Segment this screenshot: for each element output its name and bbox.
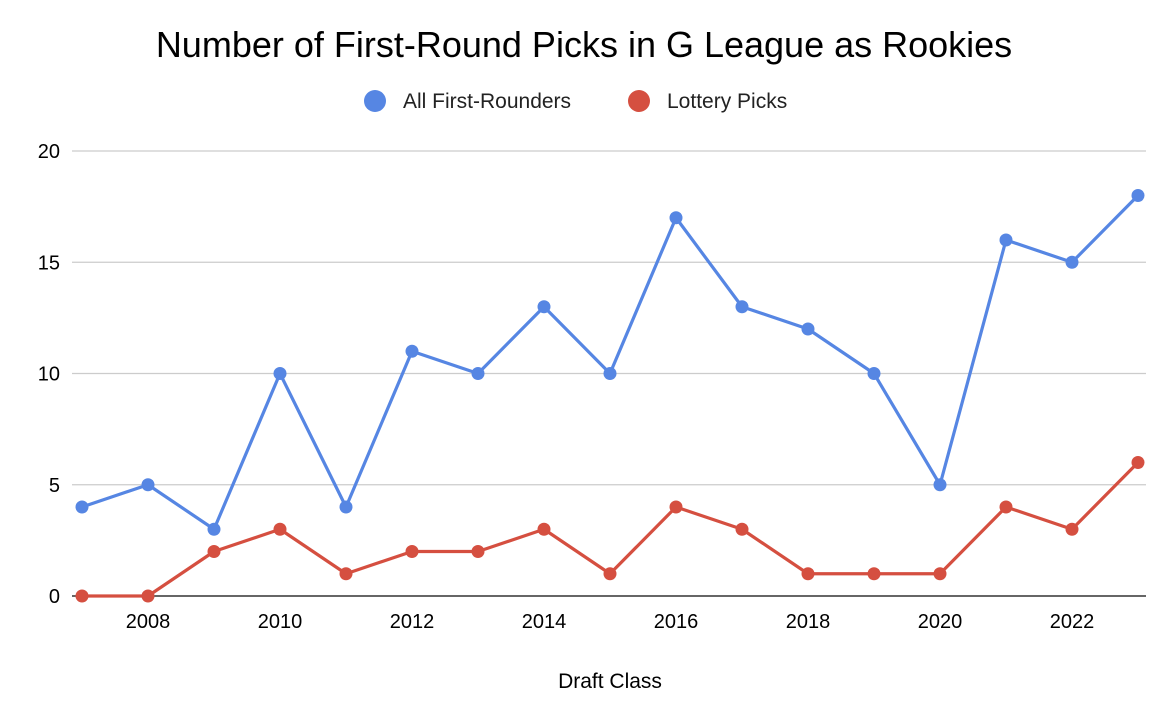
data-point-lottery-picks-2013 [471, 545, 485, 558]
x-tick-label: 2022 [1050, 611, 1095, 633]
data-point-all-first-rounders-2023 [1131, 189, 1145, 202]
data-point-lottery-picks-2023 [1131, 456, 1145, 469]
data-point-all-first-rounders-2012 [405, 344, 419, 358]
x-tick-label: 2010 [258, 611, 303, 633]
x-tick-label: 2008 [126, 611, 171, 633]
data-point-lottery-picks-2007 [75, 589, 89, 603]
data-point-all-first-rounders-2020 [933, 478, 947, 492]
data-point-lottery-picks-2011 [339, 567, 353, 581]
gridlines [72, 150, 1146, 597]
data-point-lottery-picks-2019 [867, 567, 881, 581]
chart-title: Number of First-Round Picks in G League … [156, 24, 1012, 65]
x-tick-label: 2012 [390, 611, 435, 633]
data-point-lottery-picks-2010 [273, 522, 287, 536]
data-point-lottery-picks-2014 [537, 522, 551, 536]
y-tick-label: 15 [38, 252, 60, 274]
data-point-lottery-picks-2009 [207, 545, 221, 558]
x-tick-label: 2018 [786, 611, 831, 633]
data-point-all-first-rounders-2011 [339, 500, 353, 514]
y-tick-label: 20 [38, 141, 60, 163]
data-point-all-first-rounders-2016 [669, 211, 683, 225]
data-point-lottery-picks-2020 [933, 567, 947, 581]
data-point-all-first-rounders-2022 [1065, 255, 1079, 269]
data-point-lottery-picks-2018 [801, 567, 815, 581]
legend: All First-Rounders Lottery Picks [364, 90, 787, 113]
legend-label-all-first-rounders: All First-Rounders [403, 90, 571, 113]
data-point-all-first-rounders-2013 [471, 367, 485, 380]
x-tick-label: 2020 [918, 611, 963, 633]
x-axis-ticks: 2008 2010 2012 2014 2016 2018 2020 2022 [126, 611, 1095, 633]
series-group [75, 189, 1145, 603]
series-all-first-rounders [75, 189, 1145, 536]
data-point-lottery-picks-2017 [735, 522, 749, 536]
legend-marker-lottery-picks [628, 90, 650, 112]
x-tick-label: 2014 [522, 611, 567, 633]
data-point-lottery-picks-2021 [999, 500, 1013, 514]
data-point-all-first-rounders-2021 [999, 233, 1013, 247]
data-point-all-first-rounders-2018 [801, 322, 815, 336]
legend-marker-all-first-rounders [364, 90, 386, 112]
legend-label-lottery-picks: Lottery Picks [667, 90, 787, 113]
data-point-all-first-rounders-2007 [75, 500, 89, 514]
data-point-lottery-picks-2016 [669, 500, 683, 514]
data-point-lottery-picks-2012 [405, 545, 419, 558]
data-point-lottery-picks-2022 [1065, 522, 1079, 536]
data-point-all-first-rounders-2017 [735, 300, 749, 314]
series-line-all-first-rounders [80, 193, 1140, 531]
y-tick-label: 5 [49, 475, 60, 497]
data-point-all-first-rounders-2015 [603, 367, 617, 380]
series-lottery-picks [75, 456, 1145, 603]
x-axis-label: Draft Class [558, 670, 662, 693]
data-point-lottery-picks-2015 [603, 567, 617, 581]
y-axis-ticks: 0 5 10 15 20 [38, 141, 60, 608]
data-point-all-first-rounders-2010 [273, 367, 287, 380]
y-tick-label: 0 [49, 586, 60, 608]
data-point-all-first-rounders-2019 [867, 367, 881, 380]
data-point-all-first-rounders-2009 [207, 522, 221, 536]
data-point-all-first-rounders-2008 [141, 478, 155, 492]
data-point-all-first-rounders-2014 [537, 300, 551, 314]
x-tick-label: 2016 [654, 611, 699, 633]
data-point-lottery-picks-2008 [141, 589, 155, 603]
y-tick-label: 10 [38, 364, 60, 386]
